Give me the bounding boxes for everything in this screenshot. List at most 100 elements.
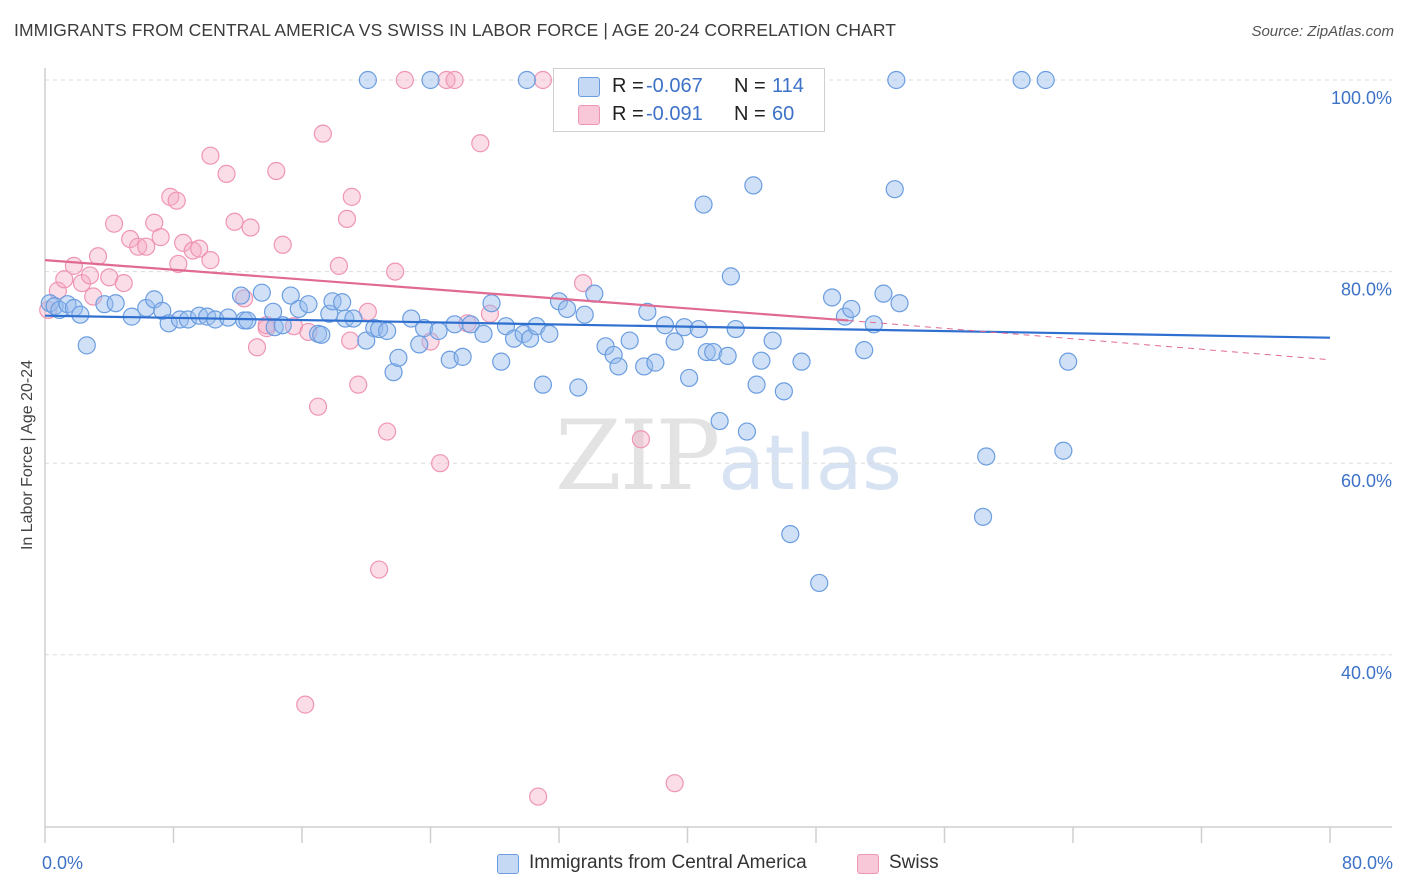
central-america-point <box>569 378 588 397</box>
central-america-point <box>344 309 363 328</box>
central-america-point <box>747 375 766 394</box>
swiss-point <box>235 289 254 308</box>
swiss-point <box>395 70 414 90</box>
central-america-point <box>445 315 464 334</box>
legend-row-swiss: R = -0.091 N = 60 <box>554 101 824 127</box>
y-tick-label: 40.0% <box>1341 663 1392 683</box>
blue-swatch-icon <box>578 77 600 97</box>
central-america-point <box>710 411 729 431</box>
central-america-trend-line <box>44 314 1331 339</box>
blue-legend-swatch-icon <box>497 854 519 874</box>
central-america-point <box>384 363 403 382</box>
legend-central-america: Immigrants from Central America <box>529 852 807 873</box>
central-america-point <box>604 345 623 365</box>
central-america-point <box>358 70 377 90</box>
central-america-point <box>689 319 708 339</box>
swiss-point <box>247 338 267 357</box>
central-america-point <box>620 331 639 350</box>
swiss-point <box>533 70 553 90</box>
zipatlas-watermark: ZIPatlas <box>555 400 902 512</box>
swiss-point <box>167 191 186 210</box>
swiss-point <box>445 70 464 90</box>
central-america-point <box>718 346 737 366</box>
pink-legend-swatch-icon <box>857 854 879 874</box>
central-america-point <box>252 283 271 302</box>
swiss-point <box>80 266 100 285</box>
swiss-point <box>529 787 548 806</box>
swiss-point <box>201 146 220 165</box>
central-america-point <box>874 284 893 303</box>
swiss-point <box>183 241 202 260</box>
watermark-atlas: atlas <box>718 418 902 507</box>
swiss-point <box>308 397 328 416</box>
central-america-point <box>323 292 342 311</box>
swiss-point <box>114 273 133 293</box>
chart-title: IMMIGRANTS FROM CENTRAL AMERICA VS SWISS… <box>14 20 897 40</box>
central-america-point <box>774 382 793 401</box>
source-credit: Source: ZipAtlas.com <box>1251 23 1394 40</box>
central-america-point <box>752 351 771 370</box>
central-america-point <box>721 267 740 286</box>
central-america-point <box>704 342 723 362</box>
swiss-point <box>349 375 368 394</box>
swiss-trend-extension <box>848 319 1331 361</box>
central-america-point <box>609 357 628 376</box>
central-america-point <box>665 332 684 351</box>
swiss-point <box>267 161 286 181</box>
central-america-point <box>697 342 716 362</box>
central-america-point <box>842 299 861 319</box>
central-america-point <box>1054 441 1073 460</box>
central-america-point <box>864 315 883 334</box>
swiss-point <box>665 774 684 793</box>
swiss-point <box>296 695 315 714</box>
central-america-point <box>414 319 434 338</box>
central-america-point <box>482 294 501 313</box>
legend-n-value: 114 <box>772 75 804 97</box>
tick-labels: 100.0% 80.0% 60.0% 40.0% 0.0% 80.0% <box>42 88 1393 873</box>
y-tick-label: 60.0% <box>1341 471 1392 491</box>
central-america-point <box>504 329 524 348</box>
central-america-points <box>40 70 1078 593</box>
central-america-point <box>855 341 874 360</box>
swiss-point <box>378 422 397 441</box>
swiss-point <box>55 270 74 289</box>
central-america-point <box>389 348 408 367</box>
legend-r-value: -0.067 <box>646 75 703 97</box>
swiss-point <box>217 164 236 183</box>
central-america-point <box>973 507 993 526</box>
pink-swatch-icon <box>578 105 600 125</box>
swiss-point <box>471 134 490 153</box>
swiss-point <box>342 187 361 206</box>
swiss-point <box>151 228 170 247</box>
watermark-zip: ZIP <box>555 400 720 512</box>
swiss-point <box>313 124 332 143</box>
swiss-point <box>631 430 651 449</box>
central-america-point <box>781 524 800 544</box>
central-america-point <box>763 331 782 350</box>
swiss-point <box>169 254 188 274</box>
swiss-point <box>386 262 405 281</box>
central-america-point <box>694 195 713 214</box>
central-america-point <box>885 180 904 199</box>
x-tick-label: 0.0% <box>42 853 83 873</box>
gridlines <box>45 79 1392 656</box>
central-america-point <box>737 422 757 441</box>
central-america-point <box>744 176 763 195</box>
central-america-point <box>71 305 90 324</box>
swiss-point <box>329 256 349 275</box>
legend-swiss: Swiss <box>889 852 939 873</box>
central-america-point <box>822 288 842 307</box>
swiss-point <box>337 209 357 229</box>
central-america-point <box>106 294 125 313</box>
axes <box>44 68 1392 843</box>
swiss-points <box>39 70 684 806</box>
central-america-point <box>1036 70 1055 90</box>
central-america-point <box>273 316 292 335</box>
central-america-point <box>646 353 665 372</box>
y-tick-label: 100.0% <box>1331 88 1392 108</box>
central-america-point <box>40 294 59 313</box>
central-america-point <box>333 293 352 312</box>
swiss-point <box>573 273 593 293</box>
central-america-point <box>231 286 251 305</box>
